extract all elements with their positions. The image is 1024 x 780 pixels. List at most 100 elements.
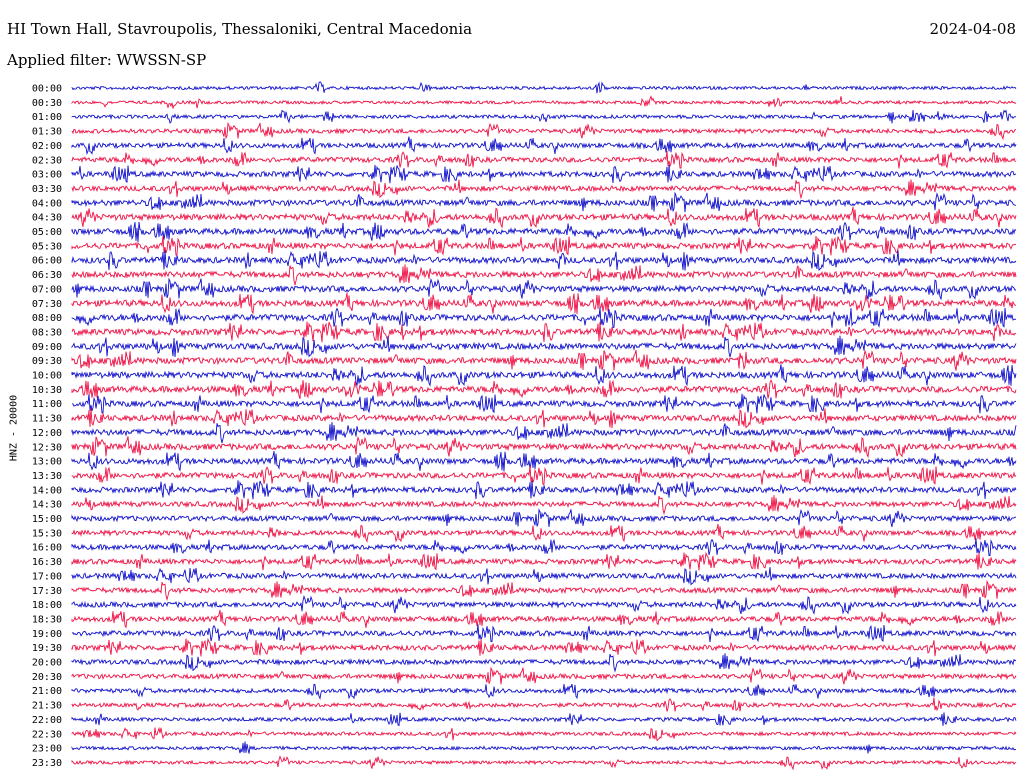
- trace-1900: [71, 624, 1017, 643]
- row-label-1600: 16:00: [32, 543, 62, 554]
- trace-1730: [71, 579, 1017, 602]
- trace-1230: [71, 435, 1017, 459]
- row-label-0330: 03:30: [32, 184, 62, 195]
- trace-0300: [71, 164, 1017, 184]
- trace-2130: [71, 697, 1017, 712]
- trace-2300: [71, 741, 1017, 754]
- row-label-2300: 23:00: [32, 744, 62, 755]
- trace-0900: [71, 335, 1017, 358]
- trace-2030: [71, 666, 1017, 685]
- date-label: 2024-04-08: [929, 20, 1016, 38]
- row-label-2330: 23:30: [32, 758, 62, 769]
- trace-1500: [71, 508, 1017, 528]
- trace-0330: [71, 179, 1017, 200]
- row-label-0500: 05:00: [32, 227, 62, 238]
- trace-1330: [71, 465, 1017, 485]
- row-label-2030: 20:30: [32, 672, 62, 683]
- station-title: HI Town Hall, Stavroupolis, Thessaloniki…: [7, 20, 473, 38]
- trace-0700: [71, 277, 1016, 301]
- row-label-1200: 12:00: [32, 428, 62, 439]
- row-label-1030: 10:30: [32, 385, 62, 396]
- row-label-1700: 17:00: [32, 571, 62, 582]
- row-label-1530: 15:30: [32, 528, 62, 539]
- row-label-1830: 18:30: [32, 614, 62, 625]
- trace-0000: [71, 81, 1017, 94]
- row-time-labels: 00:00 00:30 01:00 01:30 02:00 02:30 03:00 03:30…: [32, 84, 62, 769]
- row-label-1900: 19:00: [32, 629, 62, 640]
- row-label-0430: 04:30: [32, 213, 62, 224]
- row-label-0030: 00:30: [32, 98, 62, 109]
- trace-2230: [71, 726, 1017, 742]
- trace-0600: [71, 250, 1017, 272]
- trace-1700: [71, 567, 1017, 586]
- trace-1030: [71, 379, 1017, 399]
- trace-0930: [71, 349, 1017, 371]
- trace-1930: [71, 637, 1017, 657]
- row-label-0730: 07:30: [32, 299, 62, 310]
- row-label-1730: 17:30: [32, 586, 62, 597]
- trace-1430: [71, 495, 1017, 516]
- trace-2200: [71, 712, 1017, 727]
- row-label-0800: 08:00: [32, 313, 62, 324]
- trace-1300: [71, 451, 1017, 472]
- trace-0430: [71, 206, 1017, 229]
- trace-0130: [71, 121, 1017, 141]
- row-label-0600: 06:00: [32, 256, 62, 267]
- row-label-0630: 06:30: [32, 270, 62, 281]
- row-label-0300: 03:00: [32, 170, 62, 181]
- row-label-1630: 16:30: [32, 557, 62, 568]
- row-label-2230: 22:30: [32, 729, 62, 740]
- trace-0500: [71, 221, 1017, 243]
- trace-0730: [71, 292, 1017, 315]
- trace-2100: [71, 683, 1017, 700]
- trace-1130: [71, 408, 1017, 429]
- trace-1000: [71, 364, 1017, 387]
- row-label-0200: 02:00: [32, 141, 62, 152]
- trace-1800: [71, 594, 1017, 615]
- row-label-1330: 13:30: [32, 471, 62, 482]
- row-label-1000: 10:00: [32, 371, 62, 382]
- row-label-1300: 13:00: [32, 457, 62, 468]
- trace-1400: [71, 480, 1017, 500]
- trace-0200: [71, 136, 1017, 155]
- row-label-0100: 01:00: [32, 112, 62, 123]
- row-label-1130: 11:30: [32, 414, 62, 425]
- row-label-0530: 05:30: [32, 241, 62, 252]
- row-label-1400: 14:00: [32, 485, 62, 496]
- row-label-2130: 21:30: [32, 701, 62, 712]
- row-label-0230: 02:30: [32, 155, 62, 166]
- row-label-1500: 15:00: [32, 514, 62, 525]
- trace-1200: [71, 422, 1017, 444]
- row-label-0000: 00:00: [32, 84, 62, 95]
- row-label-0900: 09:00: [32, 342, 62, 353]
- row-label-0830: 08:30: [32, 327, 62, 338]
- trace-0400: [71, 191, 1017, 213]
- filter-label: Applied filter: WWSSN-SP: [7, 51, 207, 69]
- row-label-0400: 04:00: [32, 198, 62, 209]
- row-label-2100: 21:00: [32, 686, 62, 697]
- trace-2000: [71, 653, 1017, 673]
- seismic-traces: [71, 81, 1017, 771]
- trace-0230: [71, 150, 1017, 169]
- trace-1630: [71, 551, 1017, 571]
- row-label-0700: 07:00: [32, 284, 62, 295]
- trace-1530: [71, 523, 1017, 543]
- trace-1600: [71, 538, 1017, 556]
- trace-0100: [71, 109, 1017, 124]
- row-label-0130: 01:30: [32, 127, 62, 138]
- trace-2330: [71, 755, 1016, 771]
- row-label-1100: 11:00: [32, 399, 62, 410]
- trace-0030: [71, 95, 1017, 109]
- trace-0530: [71, 235, 1017, 256]
- row-label-1930: 19:30: [32, 643, 62, 654]
- row-label-1230: 12:30: [32, 442, 62, 453]
- trace-0630: [71, 264, 1017, 286]
- row-label-1800: 18:00: [32, 600, 62, 611]
- row-label-0930: 09:30: [32, 356, 62, 367]
- row-label-2000: 20:00: [32, 658, 62, 669]
- trace-0830: [71, 321, 1017, 343]
- row-label-2200: 22:00: [32, 715, 62, 726]
- row-label-1430: 14:30: [32, 500, 62, 511]
- trace-1830: [71, 609, 1017, 629]
